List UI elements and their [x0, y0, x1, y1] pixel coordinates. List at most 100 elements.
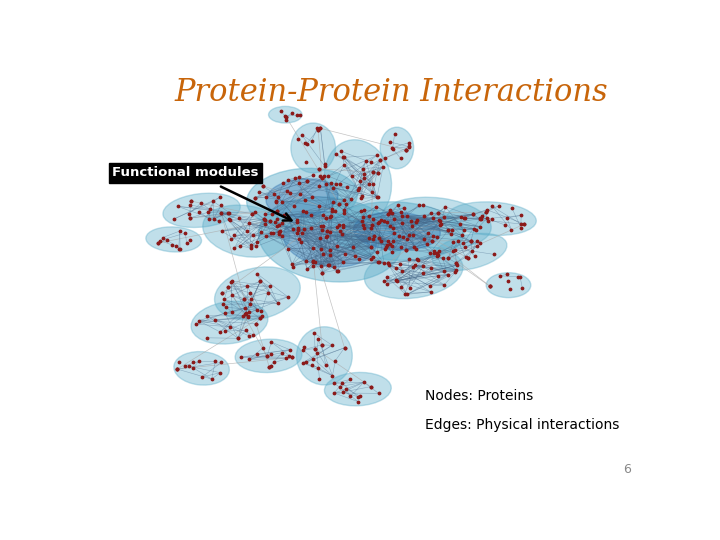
Point [431, 249, 443, 258]
Point [186, 197, 197, 205]
Point [259, 215, 271, 224]
Point [426, 208, 437, 217]
Point [214, 193, 225, 202]
Point [338, 153, 350, 161]
Point [300, 358, 312, 367]
Point [297, 346, 309, 354]
Point [375, 237, 387, 245]
Point [327, 372, 338, 380]
Point [440, 202, 451, 211]
Point [438, 281, 450, 289]
Point [325, 211, 337, 220]
Point [258, 215, 270, 224]
Point [366, 188, 378, 197]
Point [358, 206, 369, 215]
Point [410, 218, 421, 226]
Point [277, 178, 289, 187]
Point [345, 194, 356, 203]
Point [372, 193, 383, 201]
Point [354, 177, 366, 185]
Point [271, 206, 283, 215]
Point [484, 282, 495, 291]
Point [484, 282, 495, 291]
Point [367, 235, 379, 244]
Point [287, 225, 299, 233]
Point [281, 186, 292, 195]
Point [382, 217, 393, 226]
Point [352, 185, 364, 194]
Point [320, 180, 331, 188]
Point [367, 214, 379, 223]
Point [241, 282, 253, 291]
Point [338, 195, 350, 204]
Point [213, 217, 225, 226]
Point [379, 244, 391, 253]
Point [474, 215, 486, 224]
Point [384, 222, 396, 231]
Point [407, 221, 418, 230]
Point [333, 266, 344, 275]
Point [243, 219, 255, 227]
Point [372, 258, 384, 266]
Point [369, 232, 380, 241]
Point [369, 232, 380, 241]
Point [206, 375, 217, 383]
Point [427, 232, 438, 240]
Point [168, 214, 180, 223]
Point [271, 206, 283, 215]
Point [467, 210, 479, 219]
Point [317, 174, 328, 183]
Point [382, 210, 394, 219]
Point [336, 230, 348, 238]
Point [225, 215, 236, 224]
Point [413, 256, 424, 265]
Point [435, 219, 446, 228]
Point [411, 215, 423, 224]
Point [456, 231, 468, 240]
Point [300, 208, 312, 217]
Point [264, 363, 275, 372]
Ellipse shape [174, 352, 230, 385]
Point [324, 228, 336, 237]
Point [208, 214, 220, 223]
Point [276, 348, 288, 357]
Point [233, 334, 244, 343]
Point [238, 294, 250, 303]
Point [426, 237, 438, 245]
Point [244, 288, 256, 297]
Point [413, 201, 425, 210]
Point [328, 183, 339, 192]
Point [518, 220, 530, 228]
Ellipse shape [191, 301, 268, 344]
Point [287, 353, 298, 362]
Point [320, 361, 331, 370]
Point [245, 295, 256, 303]
Point [371, 202, 382, 211]
Point [193, 357, 204, 366]
Point [356, 206, 367, 215]
Point [157, 233, 168, 242]
Point [338, 206, 349, 214]
Point [265, 228, 276, 237]
Point [274, 221, 285, 230]
Point [357, 213, 369, 222]
Point [287, 353, 298, 362]
Point [353, 184, 364, 193]
Point [243, 311, 254, 320]
Point [424, 248, 436, 257]
Point [282, 212, 293, 221]
Point [458, 239, 469, 247]
Point [247, 330, 258, 339]
Point [238, 294, 250, 303]
Point [505, 226, 517, 234]
Ellipse shape [203, 205, 289, 257]
Ellipse shape [163, 193, 240, 227]
Point [434, 217, 446, 225]
Point [337, 153, 348, 161]
Point [355, 392, 366, 401]
Point [234, 214, 246, 222]
Point [374, 156, 386, 164]
Point [459, 214, 471, 222]
Point [345, 392, 356, 401]
Point [286, 109, 297, 118]
